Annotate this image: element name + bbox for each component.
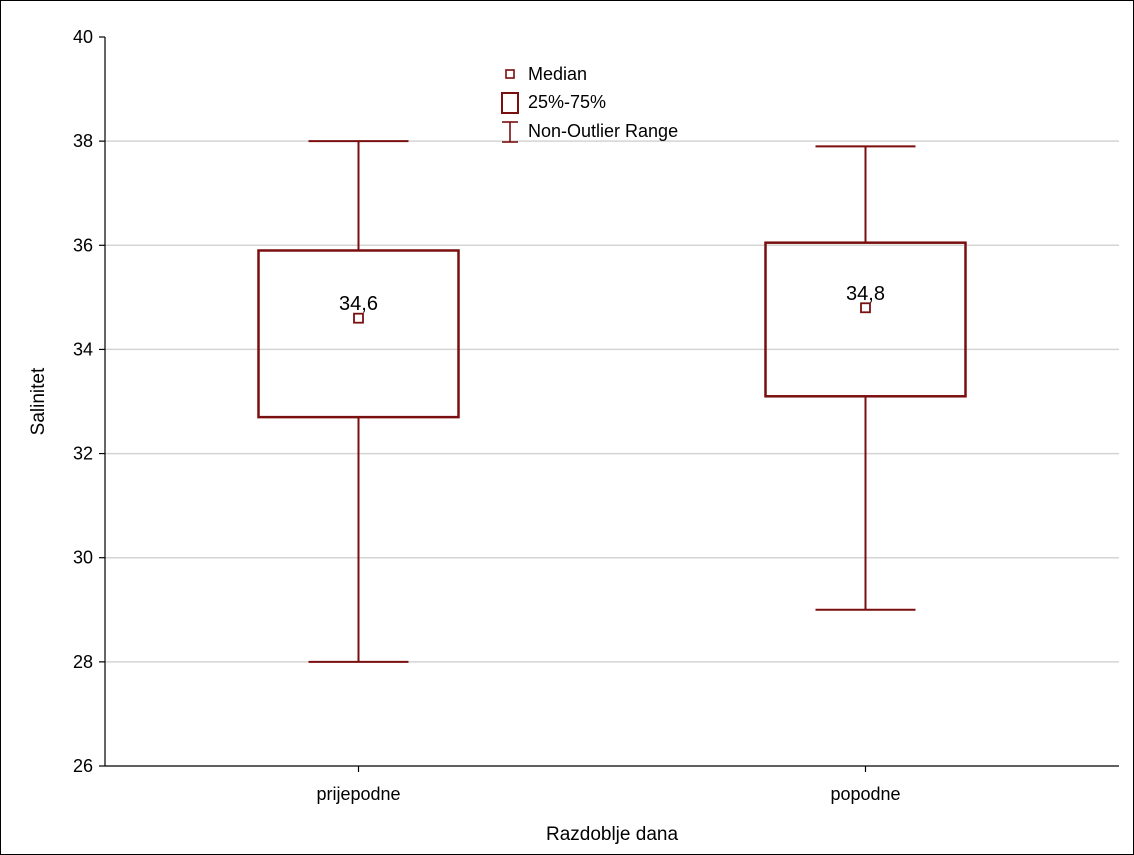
median-marker (353, 312, 364, 324)
y-tick-label: 26 (73, 756, 93, 776)
y-tick-label: 38 (73, 131, 93, 151)
legend-label: Non-Outlier Range (528, 121, 678, 141)
y-axis-title: Salinitet (28, 367, 49, 435)
legend-box-symbol (501, 92, 519, 114)
median-marker (860, 302, 871, 314)
y-tick-label: 28 (73, 652, 93, 672)
legend-label: Median (528, 64, 587, 84)
iqr-box (764, 241, 967, 398)
median-label: 34,6 (339, 293, 378, 315)
x-tick-label: prijepodne (316, 784, 400, 804)
y-tick-label: 30 (73, 548, 93, 568)
legend-label: 25%-75% (528, 92, 606, 112)
iqr-box (257, 249, 460, 419)
y-tick-label: 40 (73, 27, 93, 47)
median-label: 34,8 (846, 283, 885, 305)
y-tick-label: 36 (73, 235, 93, 255)
x-axis-title: Razdoblje dana (546, 824, 678, 845)
legend-median-symbol (505, 69, 515, 79)
x-tick-label: popodne (830, 784, 900, 804)
y-tick-label: 32 (73, 444, 93, 464)
y-tick-label: 34 (73, 339, 93, 359)
